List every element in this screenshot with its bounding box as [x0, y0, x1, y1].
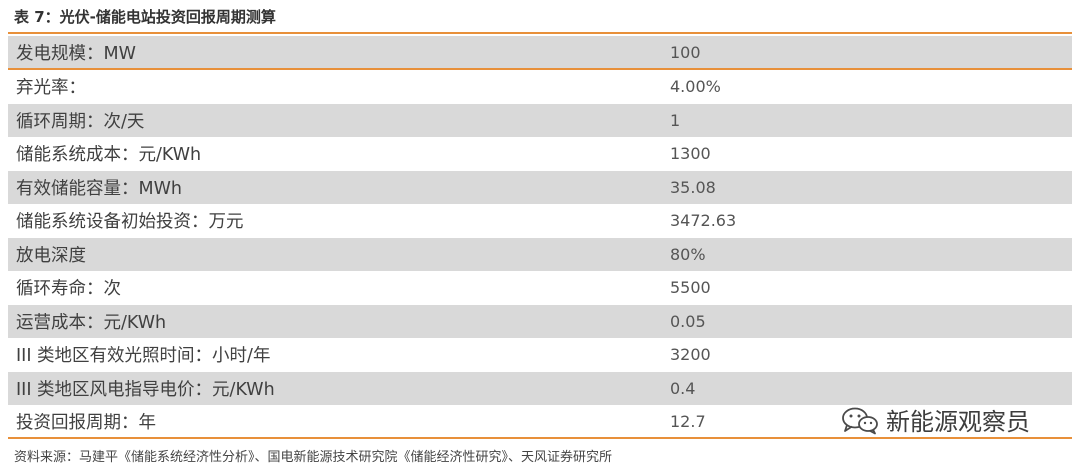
table-row: 放电深度 80%	[8, 237, 1072, 271]
row-value: 0.05	[670, 311, 706, 331]
row-value: 5500	[670, 278, 711, 298]
data-table: 发电规模：MW 100 弃光率： 4.00% 循环周期：次/天 1 储能系统成本…	[8, 36, 1072, 439]
row-value: 35.08	[670, 177, 716, 197]
table-row: 有效储能容量：MWh 35.08	[8, 170, 1072, 204]
row-value: 80%	[670, 244, 706, 264]
row-value: 12.7	[670, 412, 706, 432]
row-label: 投资回报周期：年	[16, 413, 156, 434]
row-label: 循环周期：次/天	[16, 111, 145, 132]
table-row: 循环寿命：次 5500	[8, 271, 1072, 305]
table-row: 储能系统成本：元/KWh 1300	[8, 137, 1072, 171]
row-value: 0.4	[670, 378, 696, 398]
table-row: 运营成本：元/KWh 0.05	[8, 304, 1072, 338]
row-label: III 类地区风电指导电价：元/KWh	[16, 379, 275, 400]
row-label: 储能系统成本：元/KWh	[16, 145, 202, 166]
row-label: 储能系统设备初始投资：万元	[16, 212, 244, 233]
table-row: 储能系统设备初始投资：万元 3472.63	[8, 204, 1072, 238]
row-label: 弃光率：	[16, 78, 86, 99]
row-label: III 类地区有效光照时间：小时/年	[16, 346, 271, 367]
table-title: 表 7：光伏-储能电站投资回报周期测算	[14, 8, 276, 26]
top-rule	[8, 32, 1072, 34]
table-row: III 类地区有效光照时间：小时/年 3200	[8, 338, 1072, 372]
table-row: 循环周期：次/天 1	[8, 103, 1072, 137]
row-label: 放电深度	[16, 245, 86, 266]
table-row: 弃光率： 4.00%	[8, 70, 1072, 104]
row-label: 运营成本：元/KWh	[16, 312, 167, 333]
row-value: 3200	[670, 345, 711, 365]
source-note: 资料来源：马建平《储能系统经济性分析》、国电新能源技术研究院《储能经济性研究》、…	[14, 450, 613, 465]
row-value: 1300	[670, 144, 711, 164]
row-value: 3472.63	[670, 211, 737, 231]
table-row: 发电规模：MW 100	[8, 36, 1072, 70]
watermark: 新能源观察员	[840, 402, 1030, 437]
row-label: 循环寿命：次	[16, 279, 121, 300]
wechat-icon	[840, 405, 880, 435]
row-label: 有效储能容量：MWh	[16, 178, 182, 199]
row-value: 4.00%	[670, 77, 721, 97]
row-value: 100	[670, 42, 701, 62]
table-row: III 类地区风电指导电价：元/KWh 0.4	[8, 371, 1072, 405]
row-label: 发电规模：MW	[16, 43, 136, 64]
table-row: 投资回报周期：年 12.7	[8, 405, 1072, 439]
bottom-rule	[8, 437, 1072, 439]
row-value: 1	[670, 110, 681, 130]
watermark-text: 新能源观察员	[886, 408, 1030, 436]
